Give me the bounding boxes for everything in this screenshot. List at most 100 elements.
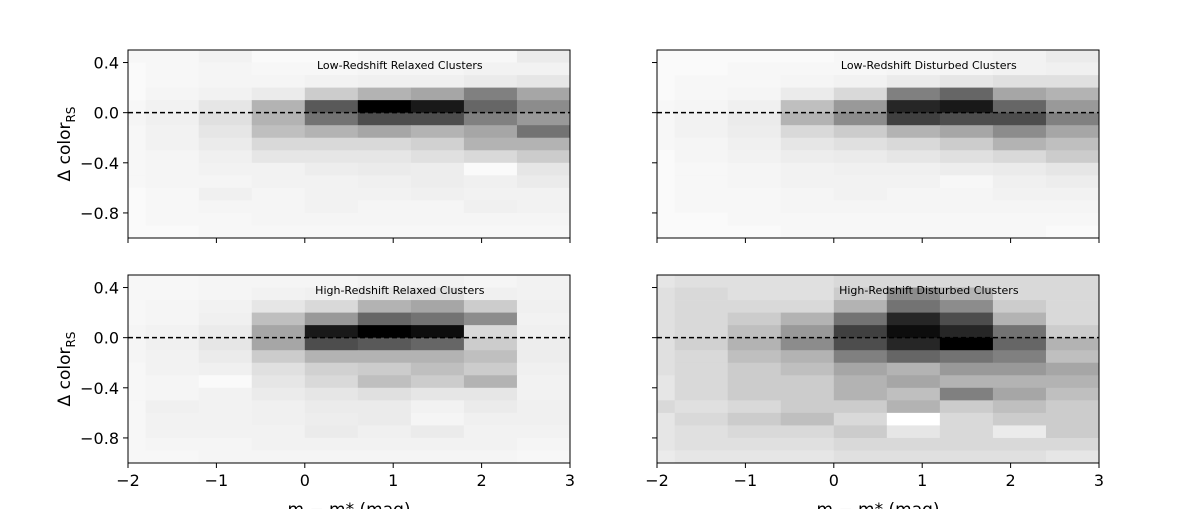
hist-cell [780,112,835,126]
hist-cell [886,162,941,176]
hist-cell [145,437,200,451]
hist-cell [780,162,835,176]
hist-cell [833,337,888,351]
hist-cell [657,200,676,214]
hist-cell [833,112,888,126]
hist-cell [198,387,253,401]
hist-cell [833,225,888,238]
hist-cell [780,125,835,139]
hist-cell [410,100,465,114]
hist-cell [780,50,835,63]
hist-cell [463,287,518,301]
hist-cell [727,187,782,201]
hist-cell [886,337,941,351]
hist-cell [251,425,306,439]
hist-cell [780,137,835,151]
hist-cell [727,287,782,301]
hist-cell [657,150,676,164]
hist-cell [251,337,306,351]
hist-cell [516,300,570,313]
hist-cell [251,450,306,463]
axes-frame [656,49,1100,239]
hist-cell [251,112,306,126]
hist-cell [145,75,200,88]
hist-cell [304,100,359,114]
hist-cell [1045,75,1099,88]
hist-cell [516,287,570,301]
hist-cell [780,75,835,88]
hist-cell [463,225,518,238]
hist-cell [516,362,570,376]
hist-cell [516,200,570,214]
hist-cell [128,325,147,339]
hist-cell [939,62,994,76]
hist-cell [516,125,570,139]
hist-cell [410,437,465,451]
hist-cell [674,312,729,326]
hist-cell [463,275,518,288]
hist-cell [657,387,676,401]
hist-cell [198,337,253,351]
hist-cell [516,87,570,101]
hist-cell [304,300,359,313]
hist-cell [410,425,465,439]
hist-cell [657,275,676,288]
hist-cell [357,425,412,439]
hist-cell [516,387,570,401]
panel-title: Low-Redshift Relaxed Clusters [317,59,483,72]
hist-cell [463,300,518,313]
hist-cell [1045,225,1099,238]
hist-cell [128,112,147,126]
hist-cell [357,50,412,63]
hist-cell [674,100,729,114]
hist-cell [463,112,518,126]
hist-cell [674,212,729,226]
hist-cell [357,162,412,176]
hist-cell [357,150,412,164]
hist-cell [727,325,782,339]
hist-cell [198,375,253,389]
hist-cell [251,375,306,389]
hist-cell [145,187,200,201]
hist-cell [304,312,359,326]
hist-cell [674,337,729,351]
hist-cell [939,200,994,214]
y-axis-label-main: Δ color [55,123,75,182]
hist-cell [939,387,994,401]
hist-cell [357,362,412,376]
hist-cell [1045,337,1099,351]
hist-cell [992,162,1047,176]
hist-cell [357,450,412,463]
hist-cell [304,162,359,176]
hist-cell [516,312,570,326]
hist-cell [833,450,888,463]
x-tick-label: 0 [300,471,310,490]
hist-cell [727,150,782,164]
hist-cell [145,287,200,301]
hist-cell [674,287,729,301]
hist-cell [198,150,253,164]
hist-cell [516,150,570,164]
hist-cell [939,450,994,463]
hist-cell [516,50,570,63]
hist-cell [674,275,729,288]
hist-cell [657,87,676,101]
hist-cell [516,100,570,114]
hist-cell [128,100,147,114]
hist-cell [357,375,412,389]
hist-cell [657,112,676,126]
hist-cell [251,400,306,414]
hist-cell [357,400,412,414]
hist-cell [833,387,888,401]
hist-cell [939,437,994,451]
hist-cell [939,125,994,139]
hist-cell [1045,362,1099,376]
hist-cell [198,425,253,439]
hist-cell [463,337,518,351]
hist-cell [727,337,782,351]
plot-area [128,275,570,463]
hist-cell [128,212,147,226]
hist-cell [145,150,200,164]
hist-cell [657,362,676,376]
